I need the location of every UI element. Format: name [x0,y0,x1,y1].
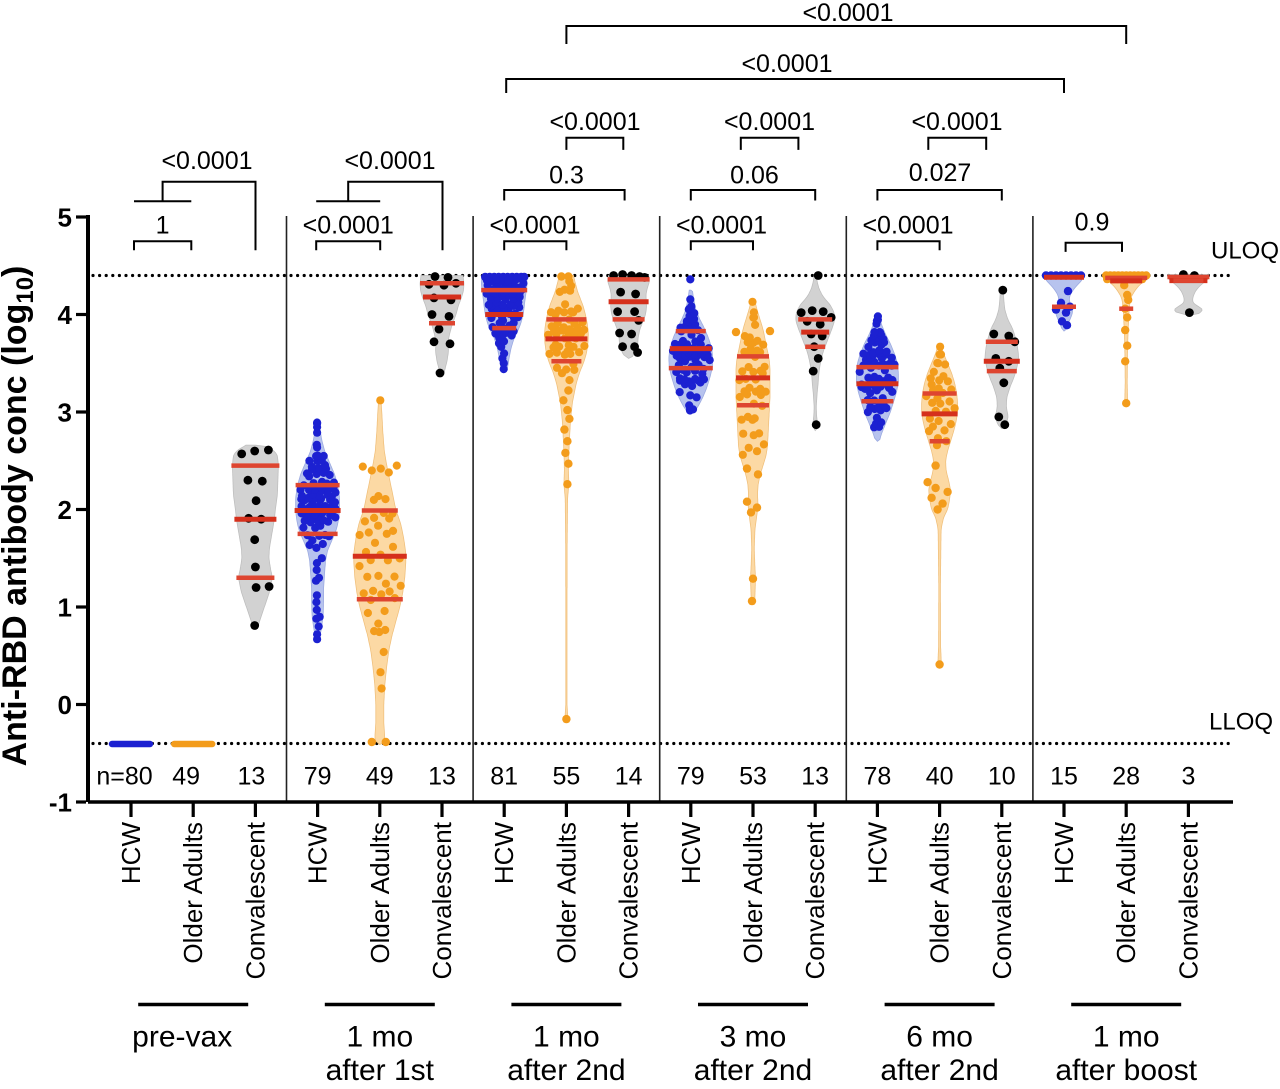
svg-text:55: 55 [552,763,580,791]
svg-text:<0.0001: <0.0001 [862,212,953,240]
svg-text:Older Adults: Older Adults [551,822,581,964]
svg-text:78: 78 [863,763,891,791]
svg-text:HCW: HCW [489,822,519,885]
svg-text:81: 81 [490,763,518,791]
svg-text:<0.0001: <0.0001 [489,212,580,240]
svg-text:1 mo: 1 mo [533,1021,600,1054]
svg-text:after 2nd: after 2nd [694,1054,812,1084]
svg-text:1: 1 [58,593,72,623]
svg-text:pre-vax: pre-vax [132,1021,232,1054]
svg-text:13: 13 [428,763,456,791]
svg-text:6 mo: 6 mo [906,1021,973,1054]
svg-text:<0.0001: <0.0001 [724,108,815,136]
svg-text:49: 49 [366,763,394,791]
svg-text:10: 10 [988,763,1016,791]
svg-text:14: 14 [615,763,643,791]
svg-text:15: 15 [1050,763,1078,791]
svg-text:Convalescent: Convalescent [427,821,457,979]
svg-text:4: 4 [58,300,73,330]
svg-text:after 1st: after 1st [326,1054,435,1084]
svg-text:2: 2 [58,495,72,525]
svg-text:Convalescent: Convalescent [1173,821,1203,979]
svg-text:3: 3 [1181,763,1195,791]
svg-text:79: 79 [677,763,705,791]
svg-text:0.06: 0.06 [730,162,779,190]
svg-text:Older Adults: Older Adults [1111,822,1141,964]
svg-text:28: 28 [1112,763,1140,791]
svg-text:1: 1 [156,212,170,240]
svg-text:Convalescent: Convalescent [987,821,1017,979]
svg-text:40: 40 [926,763,954,791]
svg-text:<0.0001: <0.0001 [676,212,767,240]
svg-text:n=80: n=80 [96,763,152,791]
svg-text:<0.0001: <0.0001 [802,0,893,27]
svg-text:0.3: 0.3 [549,162,584,190]
svg-text:79: 79 [304,763,332,791]
svg-text:49: 49 [172,763,200,791]
svg-text:HCW: HCW [1049,822,1079,885]
svg-text:Convalescent: Convalescent [240,821,270,979]
svg-text:13: 13 [237,763,265,791]
svg-text:ULOQ: ULOQ [1211,238,1279,265]
svg-text:Convalescent: Convalescent [614,821,644,979]
svg-text:<0.0001: <0.0001 [911,108,1002,136]
svg-text:Older Adults: Older Adults [365,822,395,964]
svg-text:HCW: HCW [303,822,333,885]
svg-text:0: 0 [58,690,72,720]
svg-text:Older Adults: Older Adults [738,822,768,964]
svg-text:0.9: 0.9 [1075,209,1110,237]
svg-text:Anti-RBD antibody conc (log10): Anti-RBD antibody conc (log10) [0,266,39,767]
svg-text:1 mo: 1 mo [1093,1021,1160,1054]
svg-text:13: 13 [801,763,829,791]
svg-text:HCW: HCW [116,822,146,885]
svg-text:53: 53 [739,763,767,791]
svg-text:Convalescent: Convalescent [800,821,830,979]
svg-text:after 2nd: after 2nd [507,1054,625,1084]
svg-text:<0.0001: <0.0001 [344,147,435,175]
svg-text:-1: -1 [49,788,72,818]
svg-text:HCW: HCW [862,822,892,885]
svg-text:HCW: HCW [676,822,706,885]
svg-text:after 2nd: after 2nd [880,1054,998,1084]
svg-text:0.027: 0.027 [909,159,972,187]
svg-text:<0.0001: <0.0001 [741,50,832,78]
svg-text:after boost: after boost [1055,1054,1197,1084]
svg-text:3 mo: 3 mo [720,1021,787,1054]
svg-text:Older Adults: Older Adults [925,822,955,964]
svg-text:<0.0001: <0.0001 [161,147,252,175]
svg-text:<0.0001: <0.0001 [549,108,640,136]
svg-text:5: 5 [58,203,72,233]
svg-text:3: 3 [58,398,72,428]
svg-text:1 mo: 1 mo [346,1021,413,1054]
svg-text:<0.0001: <0.0001 [303,212,394,240]
svg-text:LLOQ: LLOQ [1209,709,1273,736]
svg-text:Older Adults: Older Adults [178,822,208,964]
